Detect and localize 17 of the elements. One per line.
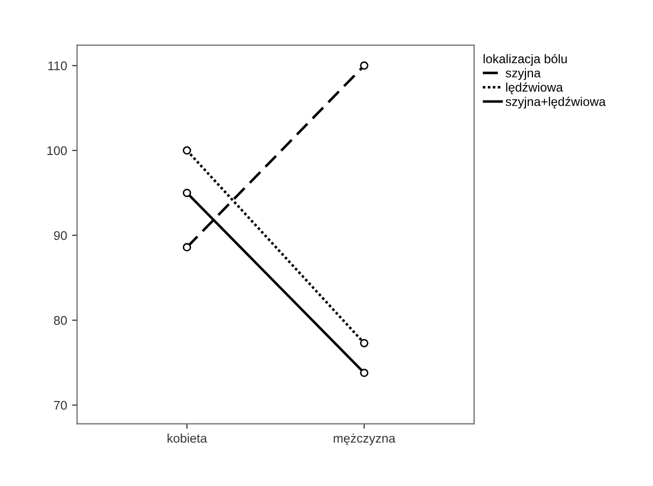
y-tick-label: 110 [48,61,67,70]
legend-label: szyjna+lędźwiowa [506,96,606,109]
y-tick-label: 80 [54,316,67,325]
y-tick-label: 100 [47,146,67,156]
point [182,146,192,155]
y-tick-label: 70 [54,400,67,410]
point [182,188,192,198]
x-tick-label: mężczyzna [334,434,396,446]
point [360,338,368,348]
point [360,368,368,378]
legend-label: szyjna [506,68,541,80]
x-tick-label: kobieta [168,434,208,443]
legend-label: lędźwiowa [506,82,563,94]
point [182,243,192,252]
point [360,61,368,70]
legend-title: lokalizacja bólu [484,54,567,66]
y-tick-label: 90 [54,231,67,240]
